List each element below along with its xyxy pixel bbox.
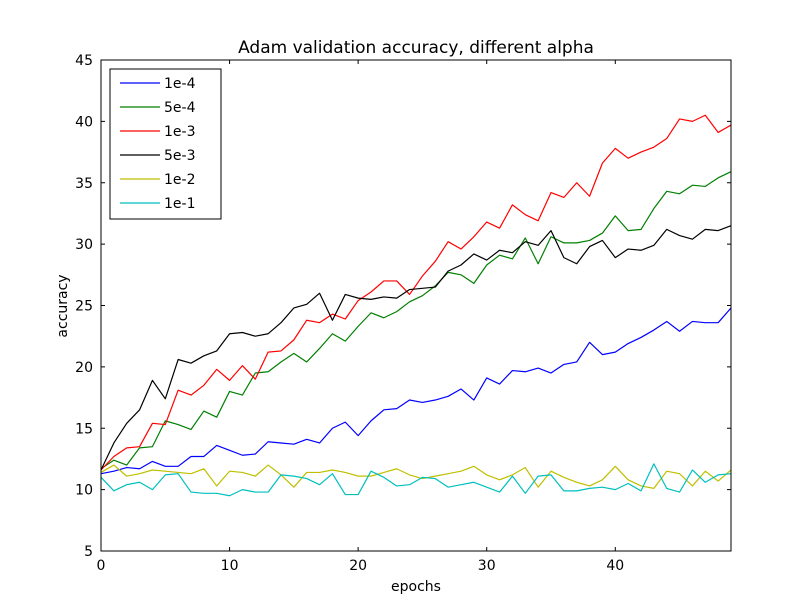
- legend-box: [109, 68, 222, 220]
- series-line-5: [100, 463, 732, 497]
- y-tick-label: 10: [75, 483, 93, 499]
- series-line-0: [100, 307, 732, 475]
- y-tick-label: 45: [75, 53, 93, 69]
- legend-label-1: 5e-4: [164, 100, 196, 116]
- series-line-2: [100, 114, 732, 471]
- y-tick-label: 25: [75, 299, 93, 315]
- legend-label-2: 1e-3: [164, 124, 195, 140]
- legend-label-3: 5e-3: [164, 148, 195, 164]
- chart-title: Adam validation accuracy, different alph…: [238, 38, 594, 58]
- y-tick-label: 35: [75, 176, 93, 192]
- series-line-1: [100, 171, 732, 470]
- x-tick-label: 0: [97, 558, 106, 574]
- x-tick-label: 30: [478, 558, 496, 574]
- series-line-3: [100, 225, 732, 471]
- y-tick-label: 30: [75, 237, 93, 253]
- x-axis-label: epochs: [391, 579, 441, 595]
- y-tick-label: 20: [75, 360, 93, 376]
- axis-ticks: 0 10 20 30 40 5 10 15 20 25 30 35 40 45: [75, 53, 731, 574]
- y-tick-label: 40: [75, 114, 93, 130]
- x-tick-label: 20: [349, 558, 367, 574]
- y-tick-label: 5: [84, 544, 93, 560]
- legend-label-0: 1e-4: [164, 76, 196, 92]
- y-axis-label: accuracy: [55, 274, 71, 337]
- x-tick-label: 10: [221, 558, 239, 574]
- legend: 1e-4 5e-4 1e-3 5e-3 1e-2 1e-1: [109, 68, 222, 220]
- legend-label-4: 1e-2: [164, 172, 195, 188]
- legend-label-5: 1e-1: [164, 196, 195, 212]
- series-line-4: [100, 464, 732, 489]
- y-tick-label: 15: [75, 421, 93, 437]
- plot-layer: [100, 114, 732, 497]
- x-tick-label: 40: [606, 558, 624, 574]
